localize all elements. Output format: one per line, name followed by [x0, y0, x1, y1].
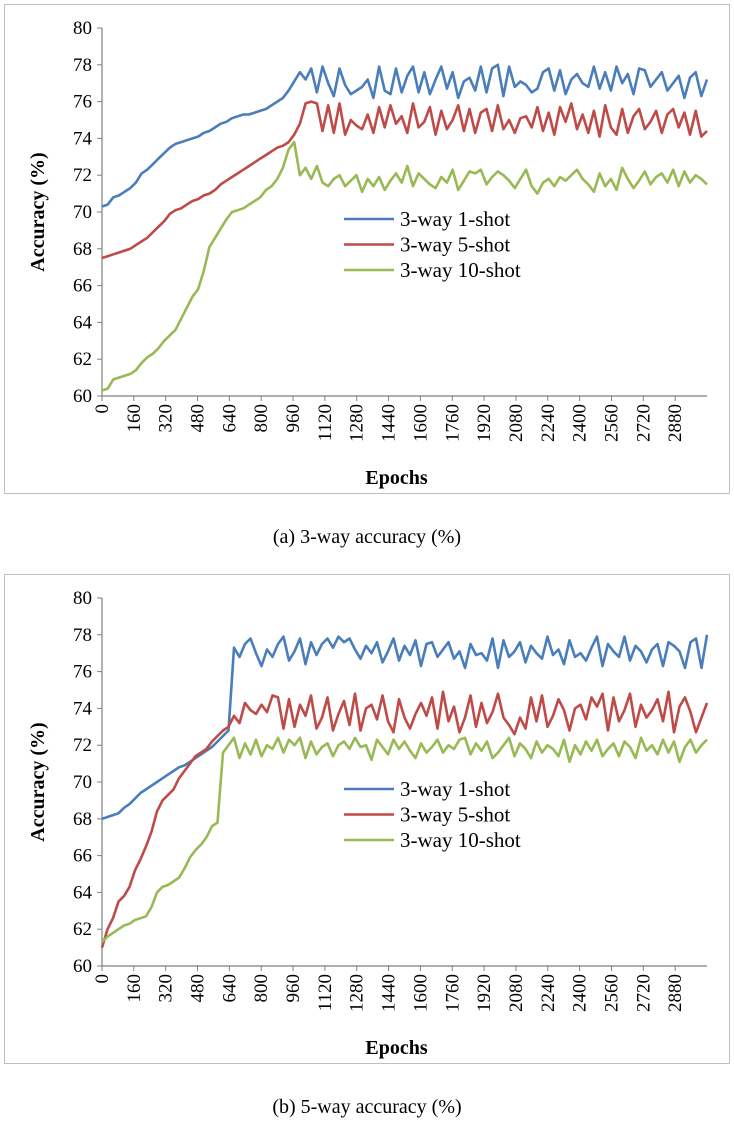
- x-tick-label: 800: [251, 974, 272, 1003]
- x-tick-label: 2080: [506, 404, 527, 442]
- chart-panel-a: 60 62 64 66 68 70 72 74 76 78 80 0 160 320 480 640 800 96…: [4, 4, 730, 494]
- x-tick-label: 640: [219, 974, 240, 1003]
- x-tick-label: 480: [188, 974, 209, 1003]
- chart-frame: [4, 574, 730, 1064]
- x-tick-label: 160: [124, 404, 145, 433]
- y-tick-label: 74: [73, 128, 93, 149]
- x-tick-label: 2240: [538, 974, 559, 1012]
- y-tick-label: 80: [73, 18, 92, 39]
- x-tick-label: 2080: [506, 974, 527, 1012]
- legend-label-1: 3-way 1-shot: [400, 207, 510, 231]
- x-tick-label: 960: [283, 974, 304, 1003]
- x-tick-label: 480: [188, 404, 209, 433]
- x-tick-label: 2720: [633, 974, 654, 1012]
- x-tick-label: 1280: [347, 974, 368, 1012]
- y-axis-title: Accuracy (%): [27, 722, 49, 841]
- x-tick-label: 320: [156, 404, 177, 433]
- y-tick-label: 72: [73, 165, 92, 186]
- legend-label-1: 3-way 1-shot: [400, 777, 510, 801]
- legend-label-2: 3-way 5-shot: [400, 803, 510, 827]
- x-tick-label: 1440: [379, 404, 400, 442]
- y-tick-label: 62: [73, 349, 92, 370]
- series-line-2: [101, 100, 708, 260]
- series-line-3: [101, 140, 708, 392]
- x-tick-label: 1440: [379, 974, 400, 1012]
- x-tick-label: 1760: [442, 404, 463, 442]
- y-tick-label: 78: [73, 55, 92, 76]
- chart-panel-b: 60 62 64 66 68 70 72 74 76 78 80 0 160 320 480 640 800 96…: [4, 574, 730, 1064]
- legend-label-2: 3-way 5-shot: [400, 233, 510, 257]
- y-tick-label: 68: [73, 239, 92, 260]
- y-tick-label: 68: [73, 809, 92, 830]
- x-tick-label: 2400: [570, 974, 591, 1012]
- y-tick-label: 60: [73, 956, 92, 977]
- y-tick-label: 74: [73, 698, 93, 719]
- y-tick-label: 80: [73, 588, 92, 609]
- series-line-1: [101, 634, 709, 821]
- x-tick-label: 1920: [474, 974, 495, 1012]
- x-tick-label: 1120: [315, 404, 336, 441]
- series-line-1: [101, 63, 709, 208]
- chart-b-caption: (b) 5-way accuracy (%): [272, 1096, 462, 1118]
- legend-label-3: 3-way 10-shot: [400, 258, 521, 282]
- y-tick-label: 66: [73, 846, 92, 867]
- x-tick-label: 0: [92, 974, 113, 984]
- legend-label-3: 3-way 10-shot: [400, 828, 521, 852]
- y-tick-label: 78: [73, 625, 92, 646]
- y-tick-label: 70: [73, 202, 92, 223]
- x-tick-label: 800: [251, 404, 272, 433]
- x-tick-label: 1120: [315, 974, 336, 1011]
- x-tick-label: 2880: [665, 404, 686, 442]
- x-tick-label: 2560: [601, 974, 622, 1012]
- x-tick-label: 1760: [442, 974, 463, 1012]
- y-axis-title: Accuracy (%): [27, 152, 49, 271]
- series-line-2: [100, 690, 709, 948]
- y-tick-label: 62: [73, 919, 92, 940]
- x-tick-label: 640: [219, 404, 240, 433]
- y-tick-label: 76: [73, 92, 92, 113]
- x-tick-label: 1280: [347, 404, 368, 442]
- x-tick-label: 1920: [474, 404, 495, 442]
- x-tick-label: 2720: [633, 404, 654, 442]
- x-tick-label: 1600: [410, 404, 431, 442]
- x-tick-label: 960: [283, 404, 304, 433]
- x-tick-label: 2400: [570, 404, 591, 442]
- chart-a-caption: (a) 3-way accuracy (%): [272, 526, 462, 548]
- y-tick-label: 64: [73, 882, 93, 903]
- y-tick-label: 60: [73, 386, 92, 407]
- x-tick-label: 2560: [601, 404, 622, 442]
- y-tick-label: 70: [73, 772, 92, 793]
- x-tick-label: 320: [156, 974, 177, 1003]
- x-tick-label: 2880: [665, 974, 686, 1012]
- x-tick-label: 0: [92, 404, 113, 414]
- x-axis-title: Epochs: [365, 1037, 427, 1059]
- x-axis-title: Epochs: [365, 467, 427, 489]
- y-tick-label: 66: [73, 276, 92, 297]
- x-tick-label: 160: [124, 974, 145, 1003]
- y-tick-label: 64: [73, 312, 93, 333]
- series-line-3: [101, 736, 708, 944]
- y-tick-label: 76: [73, 662, 92, 683]
- y-tick-label: 72: [73, 735, 92, 756]
- x-tick-label: 2240: [538, 404, 559, 442]
- x-tick-label: 1600: [410, 974, 431, 1012]
